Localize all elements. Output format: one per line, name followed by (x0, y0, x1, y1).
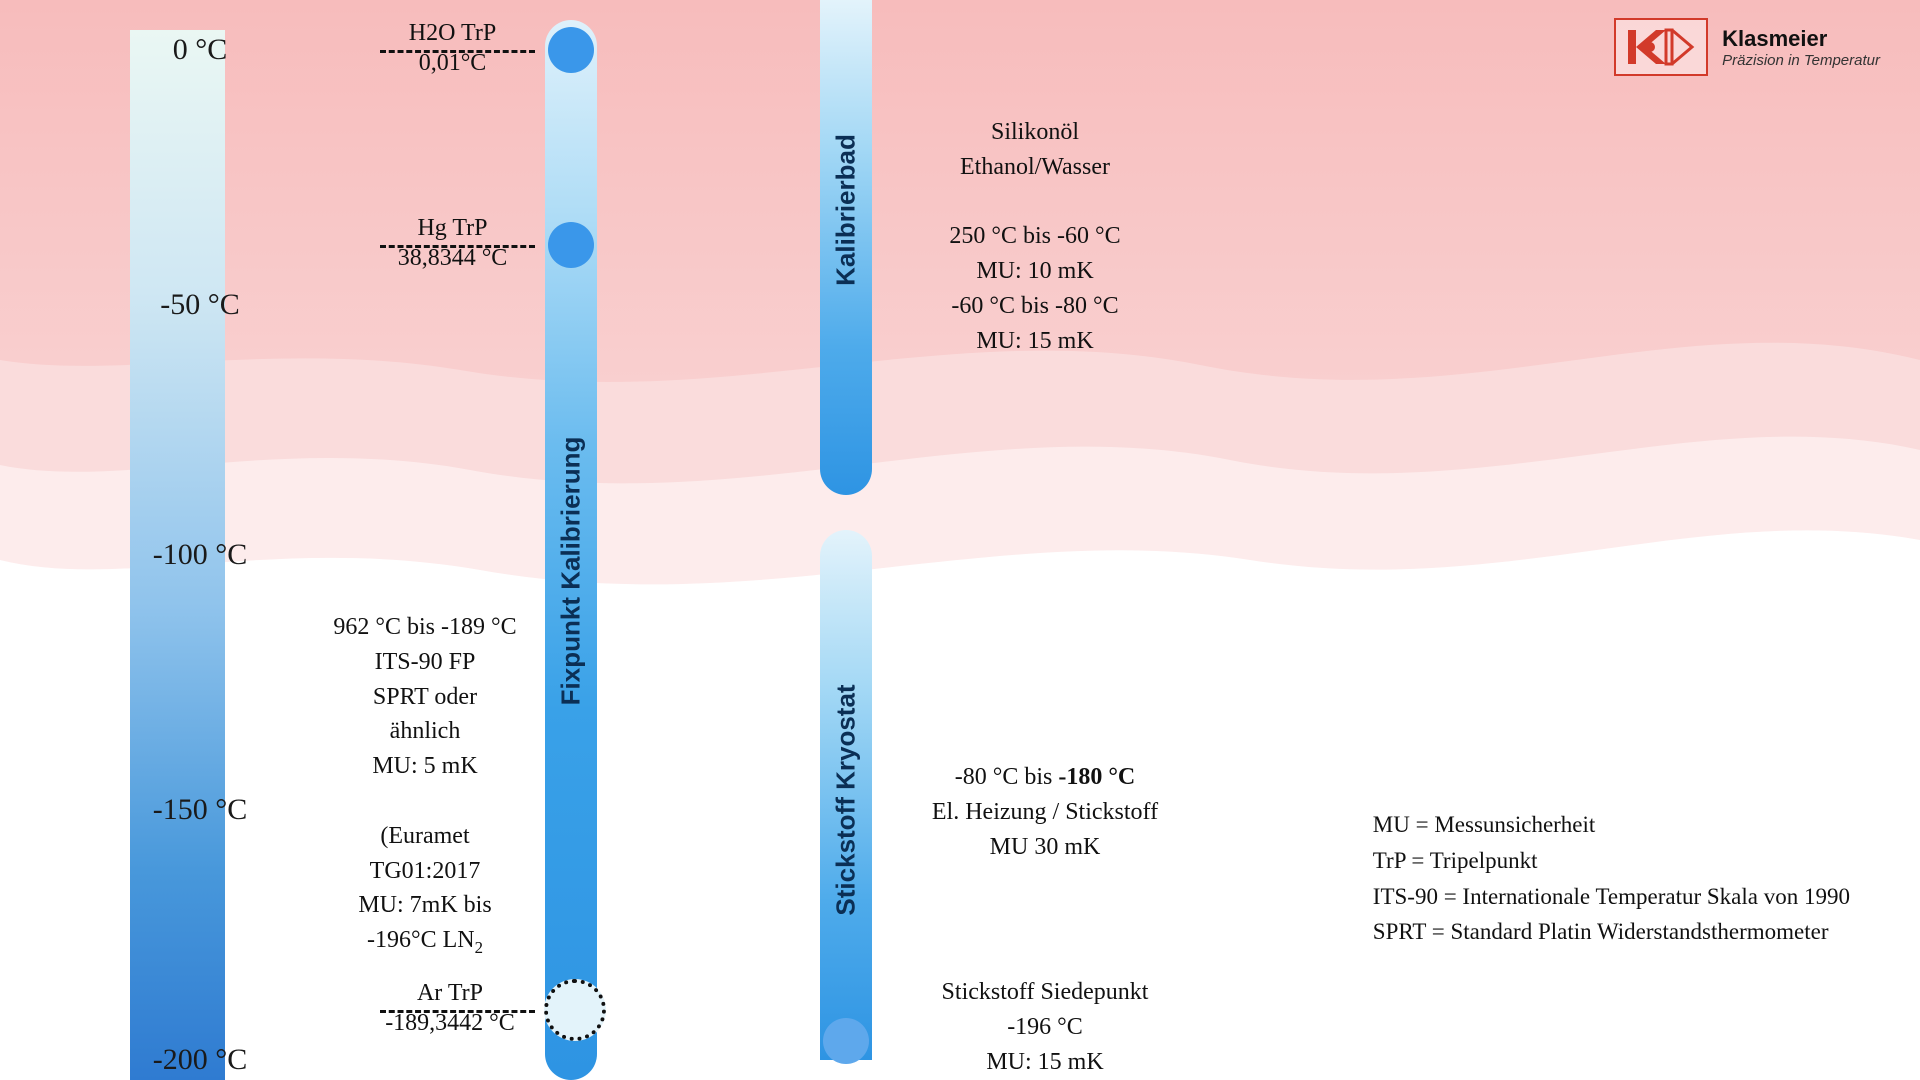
kalibrierbad-label: Kalibrierbad (831, 134, 862, 286)
kryo-info1-l3: MU 30 mK (895, 830, 1195, 865)
fixpoint-info-l8: MU: 7mK bis (320, 888, 530, 923)
kal-info-l6: MU: 15 mK (905, 324, 1165, 359)
fixpoint-info-l9: -196°C LN2 (320, 923, 530, 960)
legend-l1: TrP = Tripelpunkt (1373, 843, 1850, 879)
brand-logo: Klasmeier Präzision in Temperatur (1614, 18, 1880, 76)
fixpoint-name-ar: Ar TrP (360, 978, 540, 1008)
fixpoint-label-hg: Hg TrP 38,8344 °C (370, 213, 535, 273)
logo-k-icon (1626, 26, 1696, 68)
brand-logo-mark (1614, 18, 1708, 76)
fixpoint-dot-h2o (548, 27, 594, 73)
kryo-info2-l1: -196 °C (895, 1010, 1195, 1045)
fixpoint-info-l0: 962 °C bis -189 °C (320, 610, 530, 645)
scale-tick-50: -50 °C (140, 288, 260, 322)
fixpoint-info-l1: ITS-90 FP (320, 645, 530, 680)
fixpoint-dot-ar (544, 979, 606, 1041)
brand-logo-text: Klasmeier Präzision in Temperatur (1722, 26, 1880, 69)
fixpoint-label-ar: Ar TrP -189,3442 °C (360, 978, 540, 1038)
fixpoint-label-h2o: H2O TrP 0,01°C (380, 18, 525, 78)
legend-l0: MU = Messunsicherheit (1373, 807, 1850, 843)
fixpoint-info-l4: MU: 5 mK (320, 749, 530, 784)
fixpoint-bar-label: Fixpunkt Kalibrierung (556, 437, 587, 706)
fixpoint-name-h2o: H2O TrP (380, 18, 525, 48)
fixpoint-info-l2: SPRT oder (320, 680, 530, 715)
fixpoint-bar: Fixpunkt Kalibrierung (545, 20, 597, 1080)
fixpoint-info: 962 °C bis -189 °C ITS-90 FP SPRT oder ä… (320, 610, 530, 960)
scale-tick-150: -150 °C (140, 793, 260, 827)
legend-l2: ITS-90 = Internationale Temperatur Skala… (1373, 879, 1850, 915)
kryo-info1-l1: -80 °C bis -180 °C (895, 760, 1195, 795)
kryostat-info-2: Stickstoff Siedepunkt -196 °C MU: 15 mK (895, 975, 1195, 1079)
kryostat-label: Stickstoff Kryostat (831, 684, 862, 915)
kal-info-l4: MU: 10 mK (905, 254, 1165, 289)
kryo-info1-l2: El. Heizung / Stickstoff (895, 795, 1195, 830)
fixpoint-name-hg: Hg TrP (370, 213, 535, 243)
fixpoint-value-ar: -189,3442 °C (360, 1008, 540, 1038)
kalibrierbad-info: Silikonöl Ethanol/Wasser 250 °C bis -60 … (905, 115, 1165, 359)
kryo-info2-l2: MU: 15 mK (895, 1045, 1195, 1080)
fixpoint-info-l7: TG01:2017 (320, 854, 530, 889)
scale-tick-200: -200 °C (140, 1043, 260, 1077)
kal-info-l0: Silikonöl (905, 115, 1165, 150)
kryostat-info-1: -80 °C bis -180 °C El. Heizung / Stickst… (895, 760, 1195, 864)
brand-tagline: Präzision in Temperatur (1722, 52, 1880, 69)
kal-info-l3: 250 °C bis -60 °C (905, 219, 1165, 254)
scale-tick-0: 0 °C (140, 33, 260, 67)
legend: MU = Messunsicherheit TrP = Tripelpunkt … (1373, 807, 1850, 950)
diagram-canvas: 0 °C -50 °C -100 °C -150 °C -200 °C Fixp… (0, 0, 1920, 1080)
kryostat-bar: Stickstoff Kryostat (820, 530, 872, 1060)
fixpoint-info-l3: ähnlich (320, 714, 530, 749)
scale-tick-100: -100 °C (140, 538, 260, 572)
kal-info-l5: -60 °C bis -80 °C (905, 289, 1165, 324)
fixpoint-dot-hg (548, 222, 594, 268)
kalibrierbad-bar: Kalibrierbad (820, 0, 872, 495)
fixpoint-info-l6: (Euramet (320, 819, 530, 854)
legend-l3: SPRT = Standard Platin Widerstandsthermo… (1373, 914, 1850, 950)
kal-info-l1: Ethanol/Wasser (905, 150, 1165, 185)
fixpoint-value-h2o: 0,01°C (380, 48, 525, 78)
fixpoint-value-hg: 38,8344 °C (370, 243, 535, 273)
brand-name: Klasmeier (1722, 26, 1880, 52)
kryo-info2-l0: Stickstoff Siedepunkt (895, 975, 1195, 1010)
n2-boiling-dot (823, 1018, 869, 1064)
